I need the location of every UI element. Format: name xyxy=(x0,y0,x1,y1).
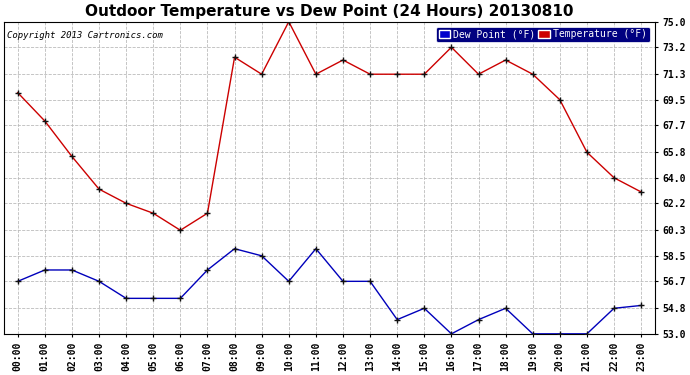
Legend: Dew Point (°F), Temperature (°F): Dew Point (°F), Temperature (°F) xyxy=(435,27,650,42)
Title: Outdoor Temperature vs Dew Point (24 Hours) 20130810: Outdoor Temperature vs Dew Point (24 Hou… xyxy=(85,4,573,19)
Text: Copyright 2013 Cartronics.com: Copyright 2013 Cartronics.com xyxy=(8,31,164,40)
